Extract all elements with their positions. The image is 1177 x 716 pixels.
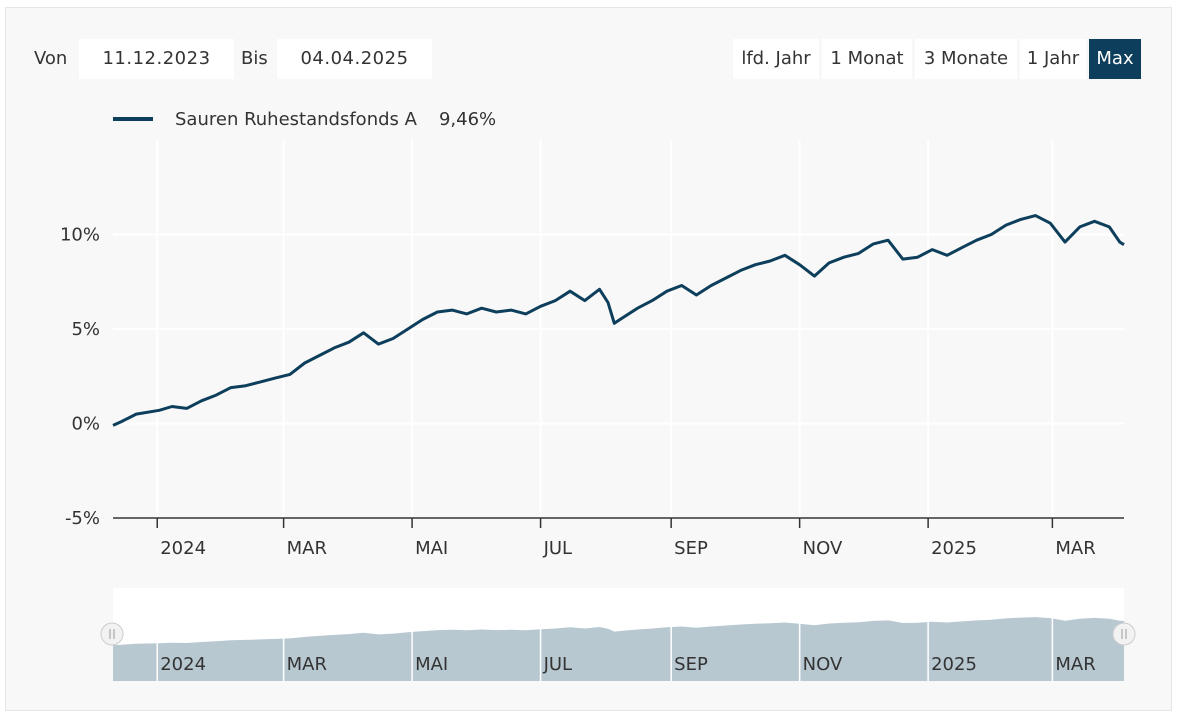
navigator-tick-label: SEP <box>674 654 708 675</box>
x-tick-label: 2024 <box>160 538 206 559</box>
range-button-max[interactable]: Max <box>1089 39 1141 79</box>
x-tick-label: SEP <box>674 538 708 559</box>
series-line-sauren-ruhestandsfonds-a[interactable] <box>112 214 1125 427</box>
to-label: Bis <box>241 48 268 69</box>
navigator-tick-label: MAR <box>287 654 327 675</box>
y-tick-label: 0% <box>71 414 100 435</box>
from-date-input[interactable]: 11.12.2023 <box>79 39 234 79</box>
y-tick-label: 10% <box>60 225 100 246</box>
x-tick-label: MAR <box>1055 538 1095 559</box>
y-gridlines <box>113 233 1124 519</box>
navigator-tick-label: 2024 <box>160 654 206 675</box>
navigator-tick-label: 2025 <box>931 654 977 675</box>
navigator-tick-label: MAR <box>1055 654 1095 675</box>
range-button-3-months[interactable]: 3 Monate <box>915 39 1017 79</box>
navigator-tick-label: NOV <box>803 654 843 675</box>
x-tick-label: JUL <box>543 538 573 559</box>
from-label: Von <box>34 48 68 69</box>
navigator-gridlines <box>156 588 1054 681</box>
y-axis-labels: -5% 0% 5% 10% <box>60 225 100 530</box>
legend-series-name: Sauren Ruhestandsfonds A <box>175 108 417 130</box>
navigator-tick-label: JUL <box>543 654 573 675</box>
x-tick-label: NOV <box>803 538 843 559</box>
legend[interactable]: Sauren Ruhestandsfonds A 9,46% <box>113 107 496 131</box>
range-button-1-year[interactable]: 1 Jahr <box>1020 39 1086 79</box>
to-date-input[interactable]: 04.04.2025 <box>277 39 432 79</box>
legend-series-value: 9,46% <box>438 108 497 130</box>
navigator-axis-labels: 2024 MAR MAI JUL SEP NOV 2025 MAR <box>160 654 1096 675</box>
y-tick-label: 5% <box>71 319 100 340</box>
navigator-handle-left[interactable] <box>100 622 124 646</box>
range-button-ytd[interactable]: lfd. Jahr <box>733 39 819 79</box>
x-tick-label: 2025 <box>931 538 977 559</box>
navigator-handle-right[interactable] <box>1112 622 1136 646</box>
x-tick-label: MAR <box>287 538 327 559</box>
x-tick-label: MAI <box>415 538 448 559</box>
navigator-area <box>113 617 1124 681</box>
y-tick-label: -5% <box>65 508 100 529</box>
x-axis: 2024 MAR MAI JUL SEP NOV 2025 MAR <box>113 517 1124 559</box>
navigator-tick-label: MAI <box>415 654 448 675</box>
range-button-1-month[interactable]: 1 Monat <box>822 39 912 79</box>
legend-series-swatch <box>113 117 153 121</box>
